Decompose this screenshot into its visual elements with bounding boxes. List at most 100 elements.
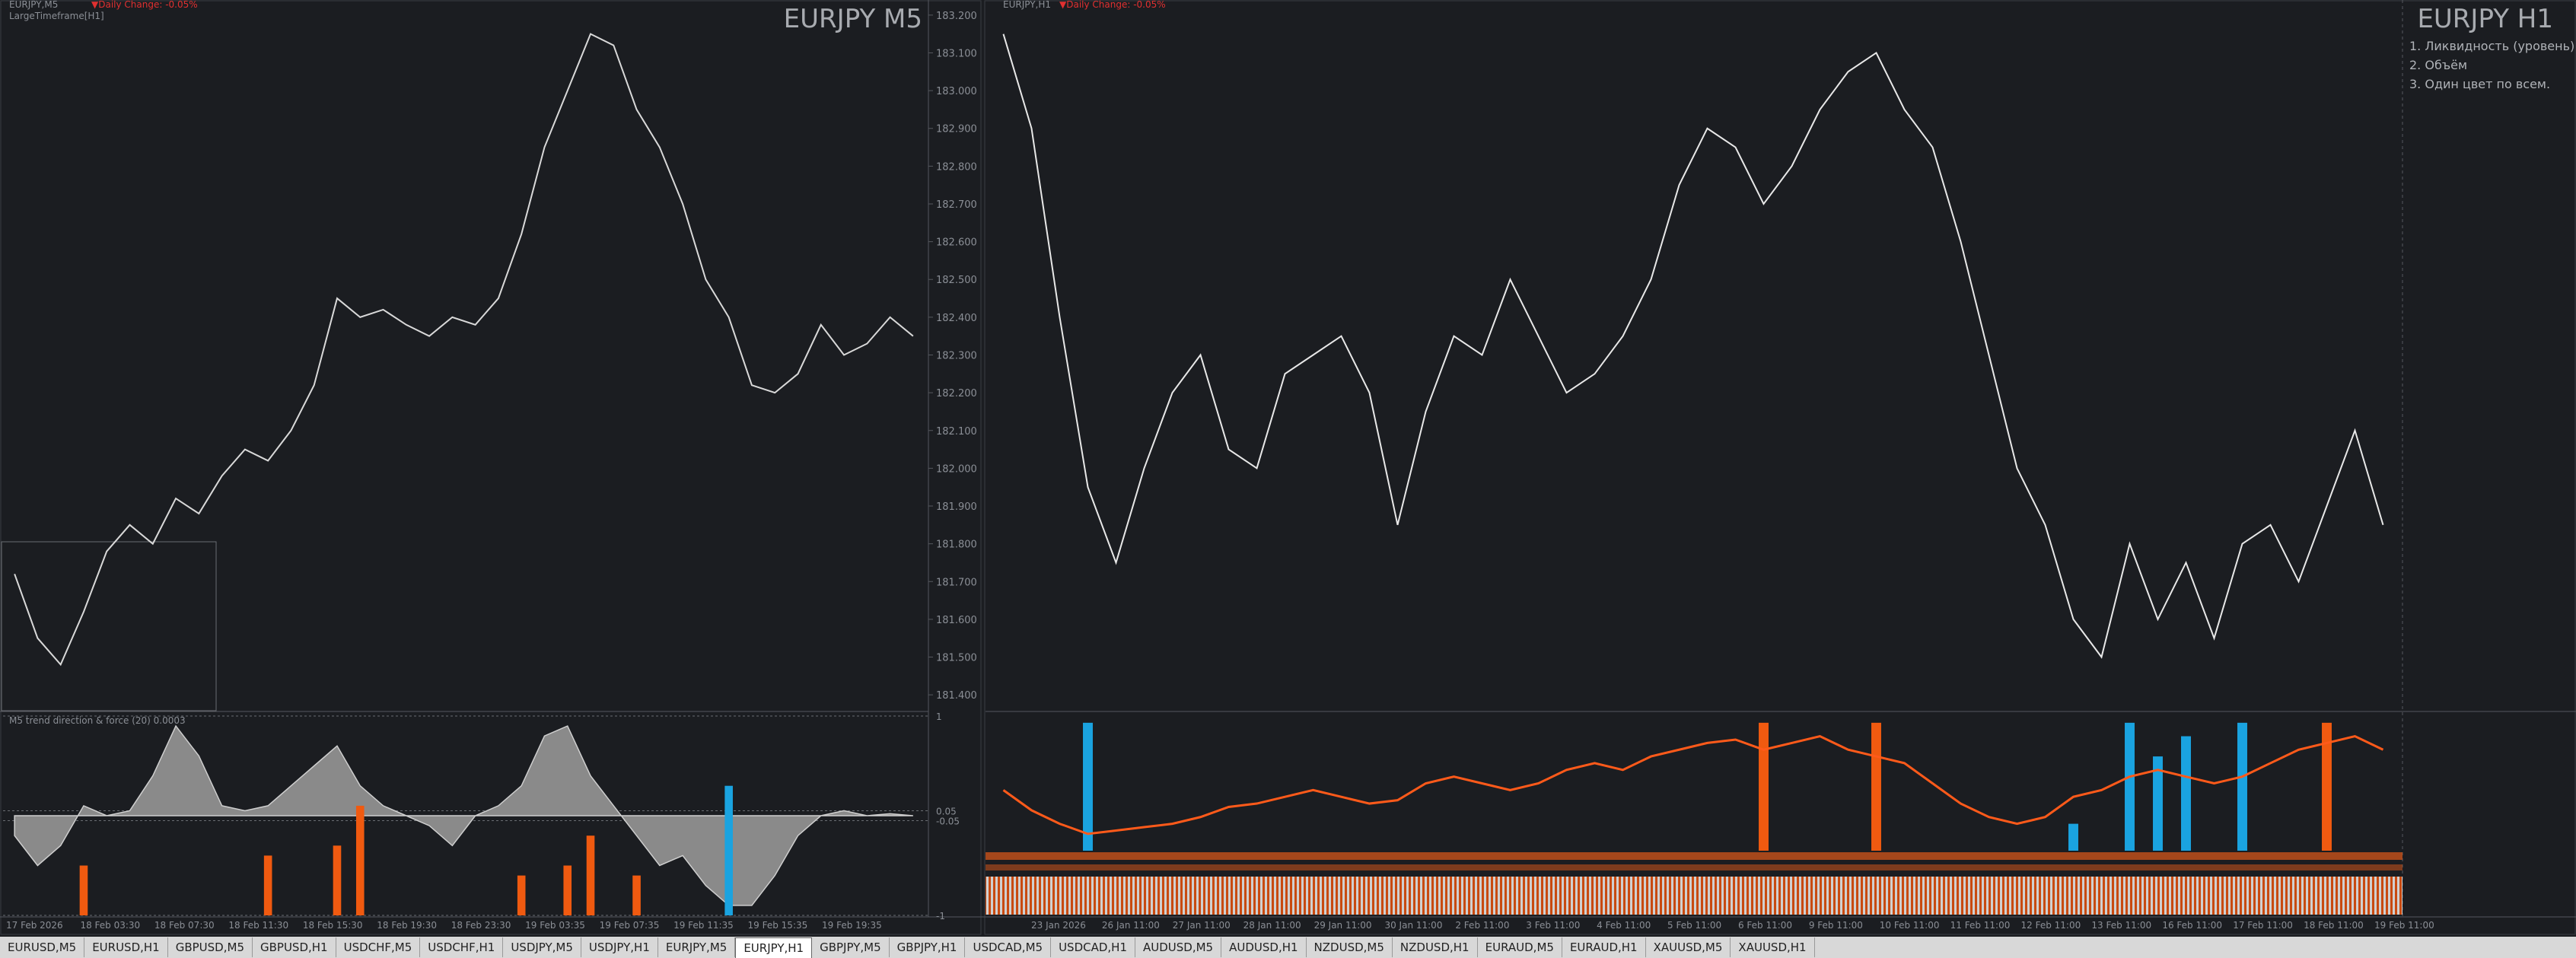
tab[interactable]: EURJPY,H1 <box>735 937 813 958</box>
date-label: 18 Feb 11:30 <box>228 920 288 931</box>
signal-band <box>986 864 2402 870</box>
volume-bar <box>263 855 272 915</box>
date-label: 11 Feb 11:00 <box>1950 920 2011 931</box>
volume-bar <box>2322 722 2332 851</box>
date-label: 27 Jan 11:00 <box>1173 920 1231 931</box>
date-label: 19 Feb 11:35 <box>673 920 734 931</box>
volume-bar <box>2068 823 2078 851</box>
volume-bar <box>2181 736 2191 851</box>
tab[interactable]: AUDUSD,H1 <box>1221 937 1307 957</box>
price-label: 182.800 <box>936 161 977 173</box>
tab[interactable]: XAUUSD,M5 <box>1646 937 1731 957</box>
date-label: 5 Feb 11:00 <box>1667 920 1721 931</box>
volume-bar <box>1083 722 1093 851</box>
price-label: 183.200 <box>936 11 977 22</box>
symbol-title: EURJPY H1 <box>2417 4 2553 34</box>
volume-bar <box>724 785 733 915</box>
trend-area <box>14 724 913 906</box>
tab[interactable]: USDCAD,M5 <box>965 937 1052 957</box>
date-label: 26 Jan 11:00 <box>1102 920 1160 931</box>
date-label: 29 Jan 11:00 <box>1314 920 1372 931</box>
price-label: 183.000 <box>936 86 977 97</box>
note: 3. Один цвет по всем. <box>2409 77 2550 91</box>
date-label: 17 Feb 11:00 <box>2233 920 2293 931</box>
price-line <box>14 33 914 667</box>
volume-bar <box>2153 756 2163 851</box>
volume-bar <box>517 875 526 915</box>
date-label: 18 Feb 23:30 <box>451 920 511 931</box>
volume-bar <box>1759 722 1769 851</box>
price-label: 182.500 <box>936 275 977 286</box>
indicator-tick: 0.05 <box>936 806 957 816</box>
tab[interactable]: USDJPY,M5 <box>503 937 581 957</box>
date-label: 13 Feb 11:00 <box>2091 920 2151 931</box>
price-label: 181.900 <box>936 501 977 513</box>
date-label: 18 Feb 15:30 <box>303 920 363 931</box>
tab[interactable]: NZDUSD,H1 <box>1393 937 1478 957</box>
tab[interactable]: USDCHF,H1 <box>420 937 504 957</box>
date-label: 18 Feb 07:30 <box>154 920 215 931</box>
price-line <box>1002 33 2384 659</box>
volume-bar <box>2237 722 2247 851</box>
daily-change: ▼Daily Change: -0.05% <box>1059 0 1166 10</box>
tab[interactable]: GBPUSD,H1 <box>253 937 336 957</box>
date-label: 19 Feb 11:00 <box>2374 920 2434 931</box>
window-header: EURJPY,M5 <box>9 0 58 10</box>
plot: 183.200 183.100 183.000 182.900 182.800 182.7… <box>3 11 2434 931</box>
signal-band <box>986 852 2402 860</box>
volume-bar <box>563 865 572 915</box>
date-label: 19 Feb 19:35 <box>822 920 882 931</box>
tab[interactable]: EURAUD,M5 <box>1478 937 1562 957</box>
date-label: 23 Jan 2026 <box>1031 920 1086 931</box>
price-label: 181.700 <box>936 577 977 588</box>
date-label: 28 Jan 11:00 <box>1243 920 1301 931</box>
volume-bar <box>2125 722 2135 851</box>
date-label: 10 Feb 11:00 <box>1880 920 1940 931</box>
window-frame <box>984 0 2576 935</box>
tab[interactable]: EURAUD,H1 <box>1562 937 1646 957</box>
date-label: 3 Feb 11:00 <box>1526 920 1580 931</box>
date-label: 12 Feb 11:00 <box>2021 920 2081 931</box>
price-label: 182.400 <box>936 313 977 324</box>
tab[interactable]: GBPUSD,M5 <box>168 937 253 957</box>
date-label: 18 Feb 19:30 <box>377 920 437 931</box>
volume-bar <box>1871 722 1881 851</box>
price-label: 182.200 <box>936 388 977 399</box>
tab[interactable]: USDCHF,M5 <box>336 937 421 957</box>
price-label: 182.600 <box>936 237 977 249</box>
tab[interactable]: EURUSD,H1 <box>84 937 168 957</box>
box-zone <box>1 541 217 711</box>
price-label: 181.400 <box>936 690 977 702</box>
tab[interactable]: EURUSD,M5 <box>0 937 85 957</box>
tab[interactable]: EURJPY,M5 <box>658 937 736 957</box>
date-label: 18 Feb 11:00 <box>2304 920 2364 931</box>
indicator-tick: 1 <box>936 711 942 722</box>
tab[interactable]: USDJPY,H1 <box>581 937 658 957</box>
note: 2. Объём <box>2409 58 2467 72</box>
note: 1. Ликвидность (уровень) <box>2409 39 2574 53</box>
terminal: EURJPY,M5 ▼Daily Change: -0.05% LargeTim… <box>0 0 2576 935</box>
volume-bar <box>586 835 595 915</box>
price-label: 182.000 <box>936 463 977 475</box>
tab[interactable]: GBPJPY,M5 <box>812 937 890 957</box>
daily-change: ▼Daily Change: -0.05% <box>91 0 198 10</box>
tab[interactable]: GBPJPY,H1 <box>890 937 966 957</box>
date-label: 19 Feb 07:35 <box>600 920 660 931</box>
date-label: 17 Feb 2026 <box>6 920 63 931</box>
tab[interactable]: USDCAD,H1 <box>1051 937 1135 957</box>
symbol-title: EURJPY M5 <box>784 4 922 34</box>
date-label: 18 Feb 03:30 <box>80 920 140 931</box>
subheader: LargeTimeframe[H1] <box>9 11 104 21</box>
tab[interactable]: XAUUSD,H1 <box>1731 937 1815 957</box>
date-label: 16 Feb 11:00 <box>2162 920 2222 931</box>
window-frame <box>0 0 982 935</box>
date-label: 6 Feb 11:00 <box>1738 920 1792 931</box>
tab[interactable]: NZDUSD,M5 <box>1307 937 1393 957</box>
price-label: 182.100 <box>936 426 977 438</box>
indicator-label: M5 trend direction & force (20) 0.0003 <box>9 715 186 726</box>
price-label: 183.100 <box>936 48 977 59</box>
trend-line <box>1002 734 2384 835</box>
tab[interactable]: AUDUSD,M5 <box>1135 937 1222 957</box>
date-label: 2 Feb 11:00 <box>1455 920 1509 931</box>
